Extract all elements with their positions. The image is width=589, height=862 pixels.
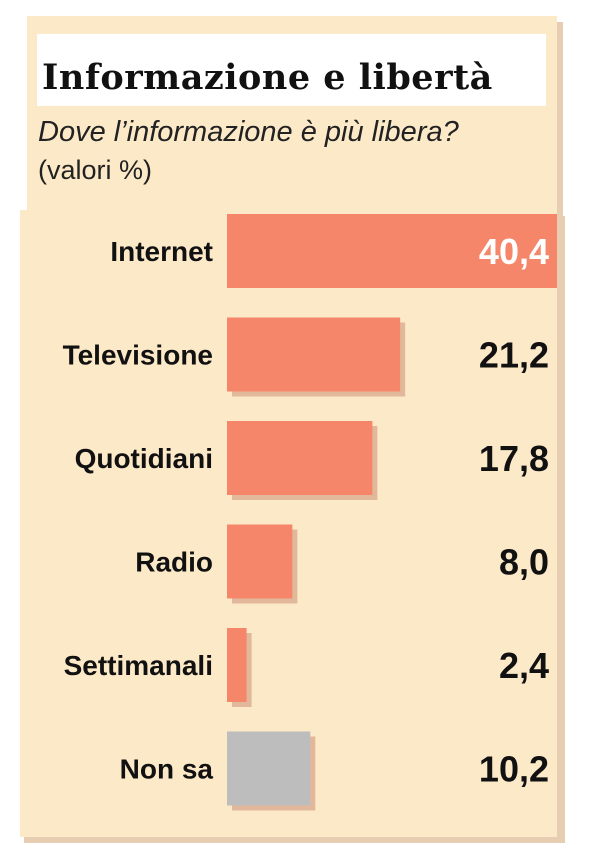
value-label: 8,0 xyxy=(499,542,549,583)
category-label: Quotidiani xyxy=(75,443,213,474)
category-label: Non sa xyxy=(120,754,214,785)
value-label: 10,2 xyxy=(479,749,549,790)
bar-quotidiani xyxy=(227,421,373,495)
value-label: 2,4 xyxy=(499,645,549,686)
value-label: 17,8 xyxy=(479,438,549,479)
chart-subtitle: Dove l’informazione è più libera? xyxy=(38,116,459,148)
value-label: 40,4 xyxy=(479,231,549,272)
category-label: Radio xyxy=(135,547,213,578)
bar-non-sa xyxy=(227,731,311,806)
bar-internet xyxy=(227,214,557,288)
unit-note: (valori %) xyxy=(38,155,153,185)
bar-settimanali xyxy=(227,628,247,702)
bar-radio xyxy=(227,524,293,599)
category-label: Settimanali xyxy=(64,650,213,681)
category-label: Internet xyxy=(110,236,213,267)
value-label: 21,2 xyxy=(479,335,549,376)
chart-title: Informazione e libertà xyxy=(40,56,545,102)
category-label: Televisione xyxy=(63,340,213,371)
bar-televisione xyxy=(227,317,401,392)
